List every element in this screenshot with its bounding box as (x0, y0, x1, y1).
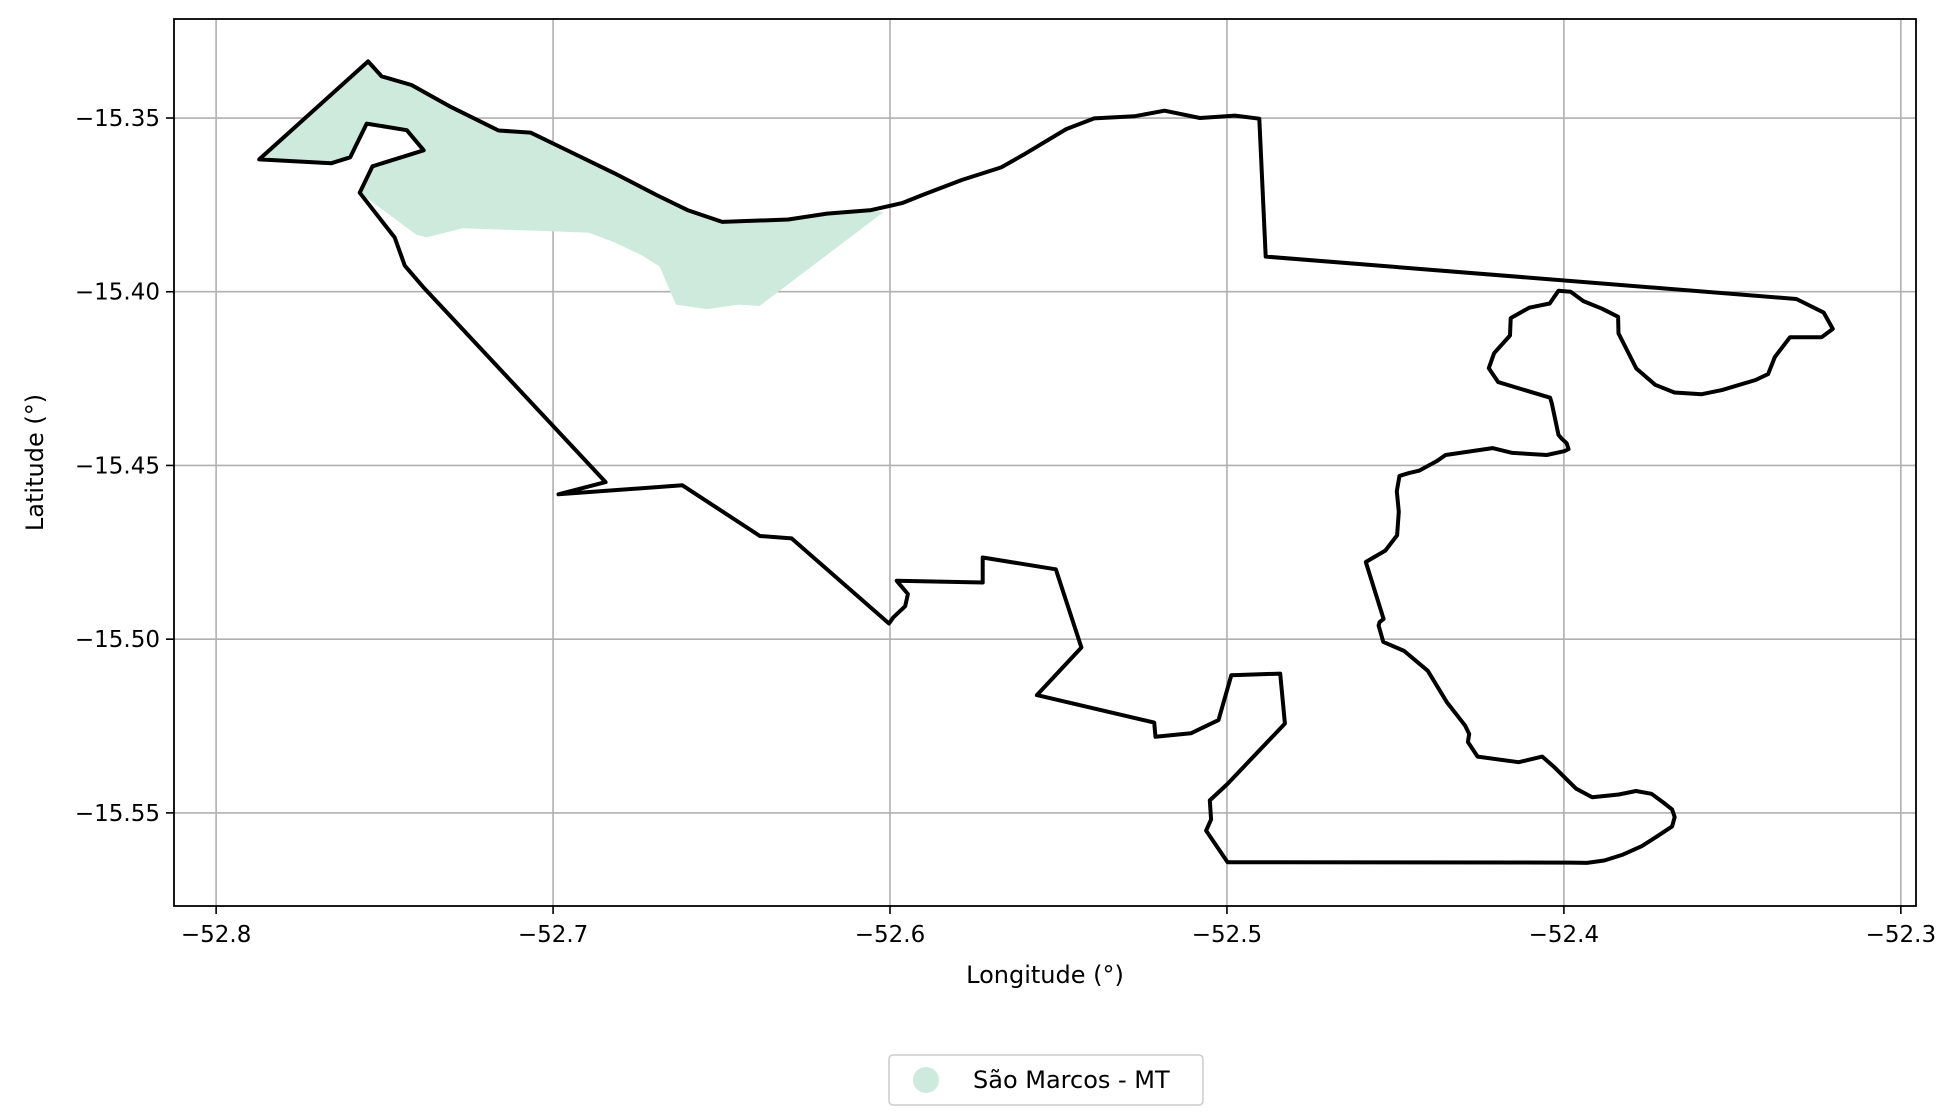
y-tick-label: −15.55 (75, 801, 160, 827)
legend: São Marcos - MT (889, 1055, 1203, 1105)
legend-label-sao-marcos: São Marcos - MT (973, 1066, 1170, 1094)
sao-marcos-region (259, 61, 883, 309)
y-tick-label: −15.45 (75, 453, 160, 479)
legend-marker-sao-marcos (913, 1067, 939, 1093)
x-tick-label: −52.4 (1529, 922, 1599, 948)
x-tick-label: −52.7 (518, 922, 588, 948)
x-tick-label: −52.8 (181, 922, 251, 948)
x-tick-label: −52.6 (855, 922, 925, 948)
x-axis-label: Longitude (°) (966, 961, 1124, 989)
y-tick-label: −15.40 (75, 280, 160, 306)
y-tick-label: −15.35 (75, 106, 160, 132)
y-tick-label: −15.50 (75, 627, 160, 653)
x-tick-label: −52.3 (1866, 922, 1936, 948)
x-tick-label: −52.5 (1192, 922, 1262, 948)
axis-ticks: −52.8 −52.7 −52.6 −52.5 −52.4 −52.3 −15.35 −15.… (75, 106, 1936, 948)
y-axis-label: Latitude (°) (21, 394, 49, 531)
